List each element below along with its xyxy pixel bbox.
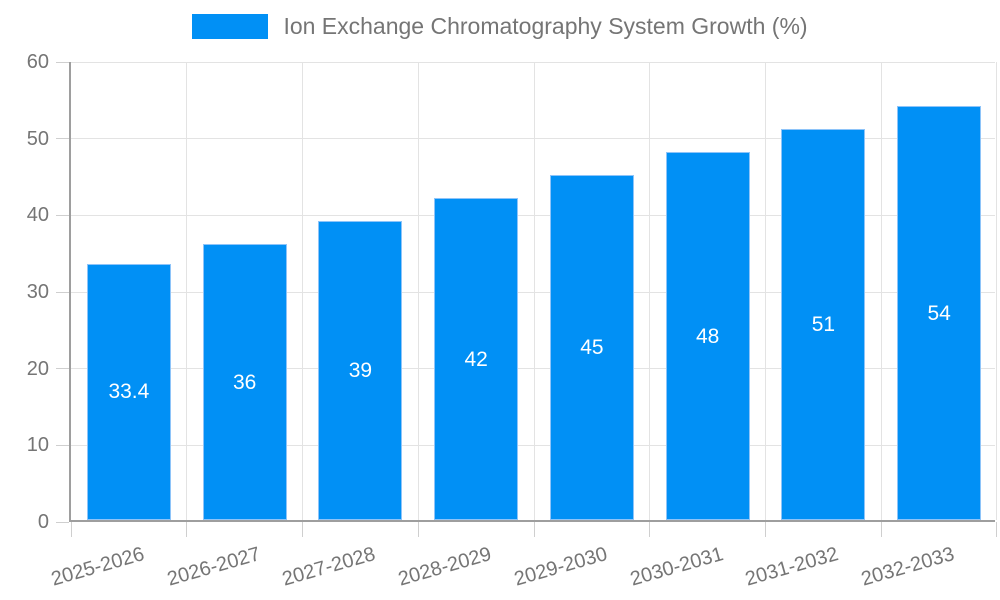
x-tick-mark xyxy=(186,522,188,537)
bar[interactable]: 36 xyxy=(202,244,287,520)
bar[interactable]: 54 xyxy=(897,106,982,520)
y-tick-label: 0 xyxy=(37,511,49,533)
y-grid-line xyxy=(71,61,995,63)
x-tick-mark xyxy=(995,522,997,537)
y-tick-label: 60 xyxy=(26,51,49,73)
bar[interactable]: 42 xyxy=(434,198,519,520)
x-tick-mark xyxy=(649,522,651,537)
legend-label: Ion Exchange Chromatography System Growt… xyxy=(283,13,808,39)
x-tick-mark xyxy=(70,522,72,537)
y-grid-line xyxy=(71,368,995,370)
y-tick-mark xyxy=(56,521,69,523)
y-tick-mark xyxy=(56,214,69,216)
y-grid-line xyxy=(71,444,995,446)
y-tick-mark xyxy=(56,444,69,446)
bar-value-label: 39 xyxy=(348,359,373,382)
x-grid-line xyxy=(995,62,997,520)
y-tick-label: 20 xyxy=(26,357,49,380)
x-grid-line xyxy=(186,62,188,520)
y-tick-label: 40 xyxy=(26,204,49,227)
bar[interactable]: 51 xyxy=(781,129,866,520)
y-grid-line xyxy=(71,214,995,216)
y-tick-mark xyxy=(56,368,69,370)
x-grid-line xyxy=(649,62,651,520)
x-grid-line xyxy=(302,62,303,520)
y-grid-line xyxy=(71,138,995,140)
x-tick-mark xyxy=(302,522,303,537)
y-tick-mark xyxy=(56,61,69,63)
bar[interactable]: 39 xyxy=(318,221,403,520)
bar-value-label: 48 xyxy=(695,324,720,348)
bar-value-label: 54 xyxy=(927,301,951,325)
legend-swatch xyxy=(192,14,269,40)
y-grid-line xyxy=(71,291,995,293)
bar-value-label: 45 xyxy=(580,336,604,359)
y-tick-label: 10 xyxy=(26,434,49,457)
bar-value-label: 42 xyxy=(464,347,488,371)
bar-value-label: 51 xyxy=(811,313,836,336)
x-grid-line xyxy=(533,62,535,520)
y-tick-label: 50 xyxy=(26,127,49,150)
bar[interactable]: 33.4 xyxy=(86,263,171,520)
plot-area: 0 10 20 30 40 50 60 33.4 2025-2026 36 2026-2027 39 2… xyxy=(27,51,997,591)
bar[interactable]: 45 xyxy=(549,175,634,520)
y-tick-mark xyxy=(56,291,69,293)
x-tick-mark xyxy=(533,522,535,537)
x-tick-mark xyxy=(880,522,882,537)
bar-value-label: 33.4 xyxy=(108,380,150,404)
x-grid-line xyxy=(417,62,419,520)
y-tick-mark xyxy=(56,138,69,140)
x-tick-mark xyxy=(417,522,419,537)
x-tick-mark xyxy=(765,522,766,537)
bar-value-label: 36 xyxy=(232,370,257,394)
x-grid-line xyxy=(765,62,766,520)
bar[interactable]: 48 xyxy=(665,152,750,520)
x-grid-line xyxy=(880,62,882,520)
legend[interactable]: Ion Exchange Chromatography System Growt… xyxy=(0,13,1000,40)
y-tick-label: 30 xyxy=(26,281,49,303)
